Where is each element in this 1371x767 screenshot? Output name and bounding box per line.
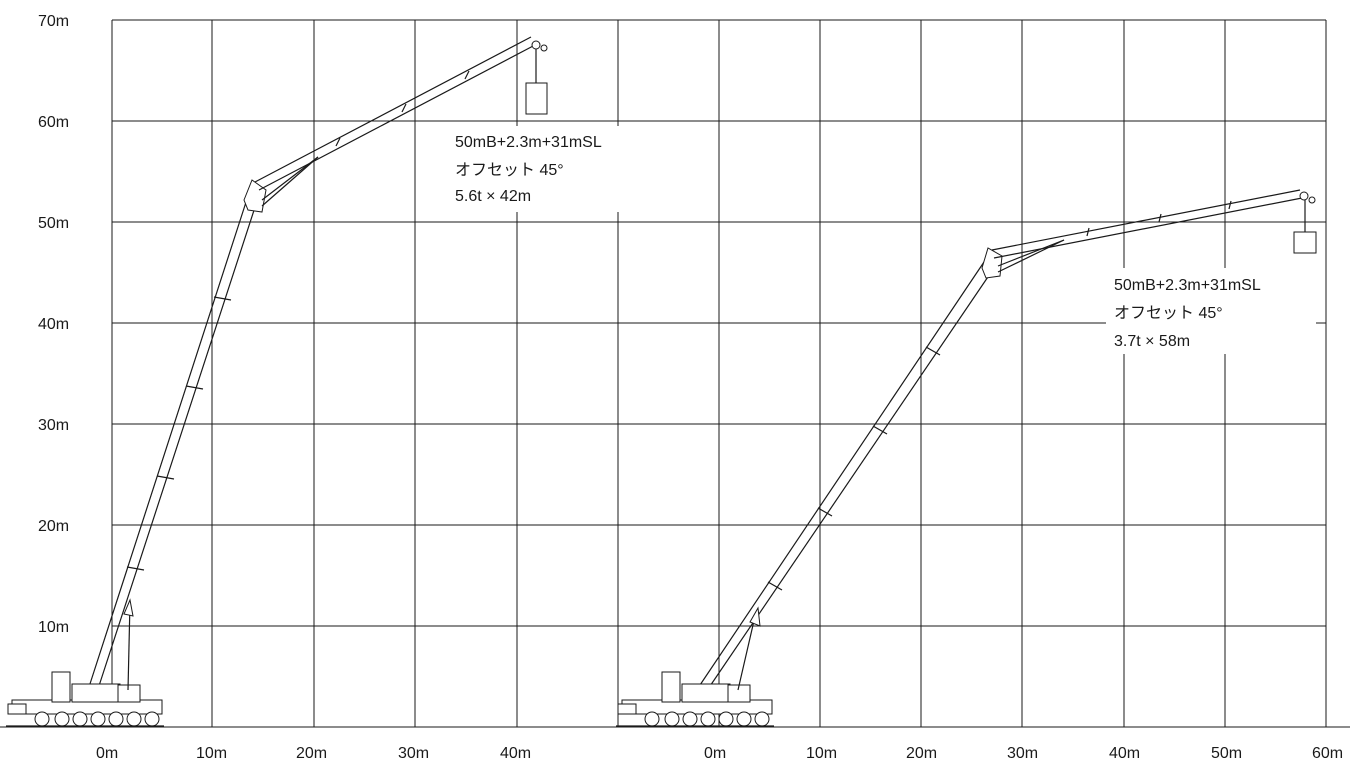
main-boom bbox=[697, 261, 995, 693]
x-tick-label: 50m bbox=[1211, 745, 1242, 762]
config-boom-length: 50mB+2.3m+31mSL bbox=[455, 134, 602, 151]
y-tick-label: 40m bbox=[38, 316, 69, 333]
y-axis: 10m 20m 30m 40m 50m 60m 70m bbox=[38, 13, 69, 636]
x-tick-label: 40m bbox=[1109, 745, 1140, 762]
luffing-jib bbox=[254, 36, 536, 207]
y-tick-label: 30m bbox=[38, 417, 69, 434]
config-capacity: 3.7t × 58m bbox=[1114, 333, 1190, 350]
x-tick-label: 0m bbox=[96, 745, 118, 762]
x-axis-left: 0m 10m 20m 30m 40m bbox=[96, 745, 531, 762]
crane-carrier bbox=[6, 598, 164, 727]
x-tick-label: 10m bbox=[806, 745, 837, 762]
luffing-jib bbox=[991, 189, 1303, 273]
crane-left bbox=[6, 36, 548, 727]
x-axis-right: 0m 10m 20m 30m 40m 50m 60m bbox=[704, 745, 1343, 762]
main-boom bbox=[87, 195, 259, 693]
x-tick-label: 20m bbox=[296, 745, 327, 762]
config-capacity: 5.6t × 42m bbox=[455, 188, 531, 205]
x-tick-label: 30m bbox=[398, 745, 429, 762]
config-offset: オフセット 45° bbox=[455, 162, 564, 179]
crane-right bbox=[616, 189, 1317, 727]
y-tick-label: 20m bbox=[38, 518, 69, 535]
y-tick-label: 60m bbox=[38, 114, 69, 131]
y-tick-label: 50m bbox=[38, 215, 69, 232]
config-label-right: 50mB+2.3m+31mSL オフセット 45° 3.7t × 58m bbox=[1106, 268, 1316, 354]
x-tick-label: 60m bbox=[1312, 745, 1343, 762]
jib-tip bbox=[531, 40, 541, 50]
crane-carrier bbox=[616, 606, 774, 727]
y-tick-label: 10m bbox=[38, 619, 69, 636]
jib-tip bbox=[1299, 191, 1309, 201]
grid bbox=[0, 19, 1350, 728]
config-boom-length: 50mB+2.3m+31mSL bbox=[1114, 277, 1261, 294]
y-tick-label: 70m bbox=[38, 13, 69, 30]
load-block bbox=[525, 82, 548, 115]
config-label-left: 50mB+2.3m+31mSL オフセット 45° 5.6t × 42m bbox=[447, 126, 657, 212]
x-tick-label: 10m bbox=[196, 745, 227, 762]
x-tick-label: 40m bbox=[500, 745, 531, 762]
load-block bbox=[1293, 231, 1317, 254]
x-tick-label: 0m bbox=[704, 745, 726, 762]
x-tick-label: 30m bbox=[1007, 745, 1038, 762]
boom-head bbox=[243, 179, 267, 213]
boom-head bbox=[981, 247, 1003, 279]
config-offset: オフセット 45° bbox=[1114, 305, 1223, 322]
x-tick-label: 20m bbox=[906, 745, 937, 762]
